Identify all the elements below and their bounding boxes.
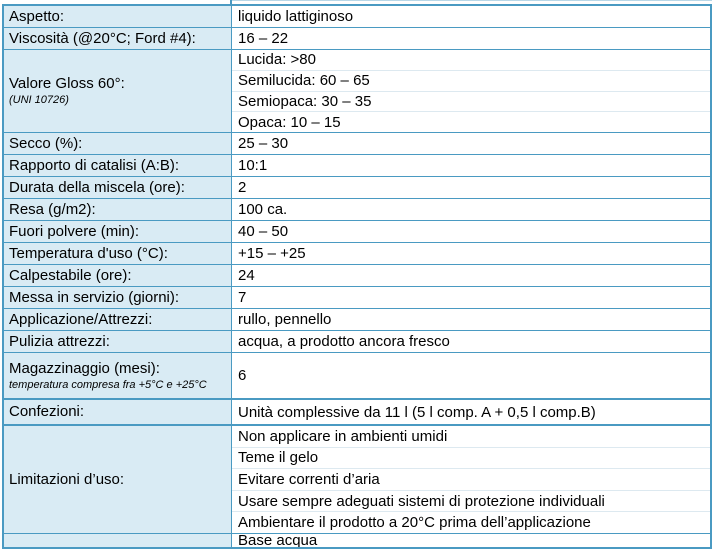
table-row-applicazione: Applicazione/Attrezzi: rullo, pennello — [4, 308, 710, 330]
row-value: 25 – 30 — [232, 133, 710, 154]
row-label: Limitazioni d’uso: — [4, 426, 232, 533]
label-text: Calpestabile (ore): — [9, 266, 132, 284]
label-text: Applicazione/Attrezzi: — [9, 310, 153, 328]
value-text: +15 – +25 — [238, 245, 306, 262]
label-text: Rapporto di catalisi (A:B): — [9, 156, 180, 174]
value-text: acqua, a prodotto ancora fresco — [238, 333, 450, 350]
value-text: Base acqua — [238, 534, 318, 547]
row-value: Base acqua — [232, 534, 710, 547]
label-text: Magazzinaggio (mesi): — [9, 359, 160, 377]
value-line: Semilucida: 60 – 65 — [232, 69, 710, 91]
value-text: 10:1 — [238, 157, 268, 174]
label-text: Pulizia attrezzi: — [9, 332, 110, 350]
value-lines: Lucida: >80 Semilucida: 60 – 65 Semiopac… — [232, 50, 710, 132]
row-label: Confezioni: — [4, 400, 232, 424]
row-label: Pulizia attrezzi: — [4, 331, 232, 352]
row-value: 16 – 22 — [232, 28, 710, 49]
row-label: Applicazione/Attrezzi: — [4, 309, 232, 330]
row-value: liquido lattiginoso — [232, 6, 710, 27]
row-value: rullo, pennello — [232, 309, 710, 330]
row-label: Calpestabile (ore): — [4, 265, 232, 286]
label-text: Limitazioni d’uso: — [9, 470, 125, 488]
technical-data-table: Aspetto: liquido lattiginoso Viscosità (… — [2, 4, 712, 549]
value-lines: Non applicare in ambienti umidi Teme il … — [232, 426, 710, 533]
label-text: Fuori polvere (min): — [9, 222, 140, 240]
value-text: 6 — [238, 367, 247, 384]
label-note: temperatura compresa fra +5°C e +25°C — [9, 378, 207, 391]
row-value: 6 — [232, 353, 710, 398]
value-line: Lucida: >80 — [238, 51, 316, 69]
row-label: Viscosità (@20°C; Ford #4): — [4, 28, 232, 49]
clipped-column-divider-stub — [230, 0, 232, 5]
row-label — [4, 534, 232, 547]
table-row-magazzinaggio: Magazzinaggio (mesi): temperatura compre… — [4, 352, 710, 398]
label-text: Viscosità (@20°C; Ford #4): — [9, 29, 196, 47]
table-row-rapporto-catalisi: Rapporto di catalisi (A:B): 10:1 — [4, 154, 710, 176]
table-row-temperatura-uso: Temperatura d'uso (°C): +15 – +25 — [4, 242, 710, 264]
table-row-viscosita: Viscosità (@20°C; Ford #4): 16 – 22 — [4, 27, 710, 49]
row-value: 40 – 50 — [232, 221, 710, 242]
table-row-limitazioni-uso: Limitazioni d’uso: Non applicare in ambi… — [4, 424, 710, 533]
row-label: Durata della miscela (ore): — [4, 177, 232, 198]
table-row-resa: Resa (g/m2): 100 ca. — [4, 198, 710, 220]
row-value: Lucida: >80 Semilucida: 60 – 65 Semiopac… — [232, 50, 710, 132]
value-line: Ambientare il prodotto a 20°C prima dell… — [232, 511, 710, 533]
table-row-valore-gloss: Valore Gloss 60°: (UNI 10726) Lucida: >8… — [4, 49, 710, 132]
label-note: (UNI 10726) — [9, 94, 69, 106]
value-line: Evitare correnti d’aria — [232, 468, 710, 490]
row-label: Temperatura d'uso (°C): — [4, 243, 232, 264]
value-line: Semiopaca: 30 – 35 — [232, 90, 710, 112]
row-value: +15 – +25 — [232, 243, 710, 264]
table-row-confezioni: Confezioni: Unità complessive da 11 l (5… — [4, 398, 710, 424]
value-text: 7 — [238, 289, 247, 306]
label-text: Resa (g/m2): — [9, 200, 96, 218]
row-value: Unità complessive da 11 l (5 l comp. A +… — [232, 400, 710, 424]
table-row-secco: Secco (%): 25 – 30 — [4, 132, 710, 154]
row-value: 10:1 — [232, 155, 710, 176]
value-text: 16 – 22 — [238, 30, 289, 47]
value-line: Non applicare in ambienti umidi — [238, 427, 448, 445]
row-value: 24 — [232, 265, 710, 286]
table-row-pulizia-attrezzi: Pulizia attrezzi: acqua, a prodotto anco… — [4, 330, 710, 352]
table-row-messa-in-servizio: Messa in servizio (giorni): 7 — [4, 286, 710, 308]
label-text: Valore Gloss 60°: — [9, 75, 125, 92]
value-text: liquido lattiginoso — [238, 8, 354, 25]
row-label: Magazzinaggio (mesi): temperatura compre… — [4, 353, 232, 398]
row-label: Secco (%): — [4, 133, 232, 154]
label-text: Confezioni: — [9, 403, 85, 420]
label-text: Secco (%): — [9, 134, 83, 152]
label-text: Durata della miscela (ore): — [9, 178, 185, 196]
value-line: Usare sempre adeguati sistemi di protezi… — [232, 489, 710, 512]
row-label: Messa in servizio (giorni): — [4, 287, 232, 308]
table-row-base-acqua: Base acqua — [4, 533, 710, 547]
row-label: Aspetto: — [4, 6, 232, 27]
row-label: Rapporto di catalisi (A:B): — [4, 155, 232, 176]
value-text: 2 — [238, 179, 247, 196]
label-text: Temperatura d'uso (°C): — [9, 244, 168, 262]
row-label: Fuori polvere (min): — [4, 221, 232, 242]
label-text: Aspetto: — [9, 7, 65, 25]
value-text: 24 — [238, 267, 255, 284]
table-row-calpestabile: Calpestabile (ore): 24 — [4, 264, 710, 286]
row-value: acqua, a prodotto ancora fresco — [232, 331, 710, 352]
value-text: Unità complessive da 11 l (5 l comp. A +… — [238, 403, 596, 421]
value-text: rullo, pennello — [238, 311, 332, 328]
table-row-durata-miscela: Durata della miscela (ore): 2 — [4, 176, 710, 198]
row-label: Valore Gloss 60°: (UNI 10726) — [4, 50, 232, 132]
value-text: 25 – 30 — [238, 135, 289, 152]
value-line: Teme il gelo — [232, 446, 710, 469]
row-value: Non applicare in ambienti umidi Teme il … — [232, 426, 710, 533]
row-label: Resa (g/m2): — [4, 199, 232, 220]
clipped-row-top-line — [230, 0, 712, 1]
row-value: 2 — [232, 177, 710, 198]
value-text: 100 ca. — [238, 201, 288, 218]
table-row-fuori-polvere: Fuori polvere (min): 40 – 50 — [4, 220, 710, 242]
table-row-aspetto: Aspetto: liquido lattiginoso — [4, 6, 710, 27]
value-text: 40 – 50 — [238, 223, 289, 240]
value-line: Opaca: 10 – 15 — [232, 111, 710, 132]
row-value: 100 ca. — [232, 199, 710, 220]
label-text: Messa in servizio (giorni): — [9, 288, 180, 306]
row-value: 7 — [232, 287, 710, 308]
